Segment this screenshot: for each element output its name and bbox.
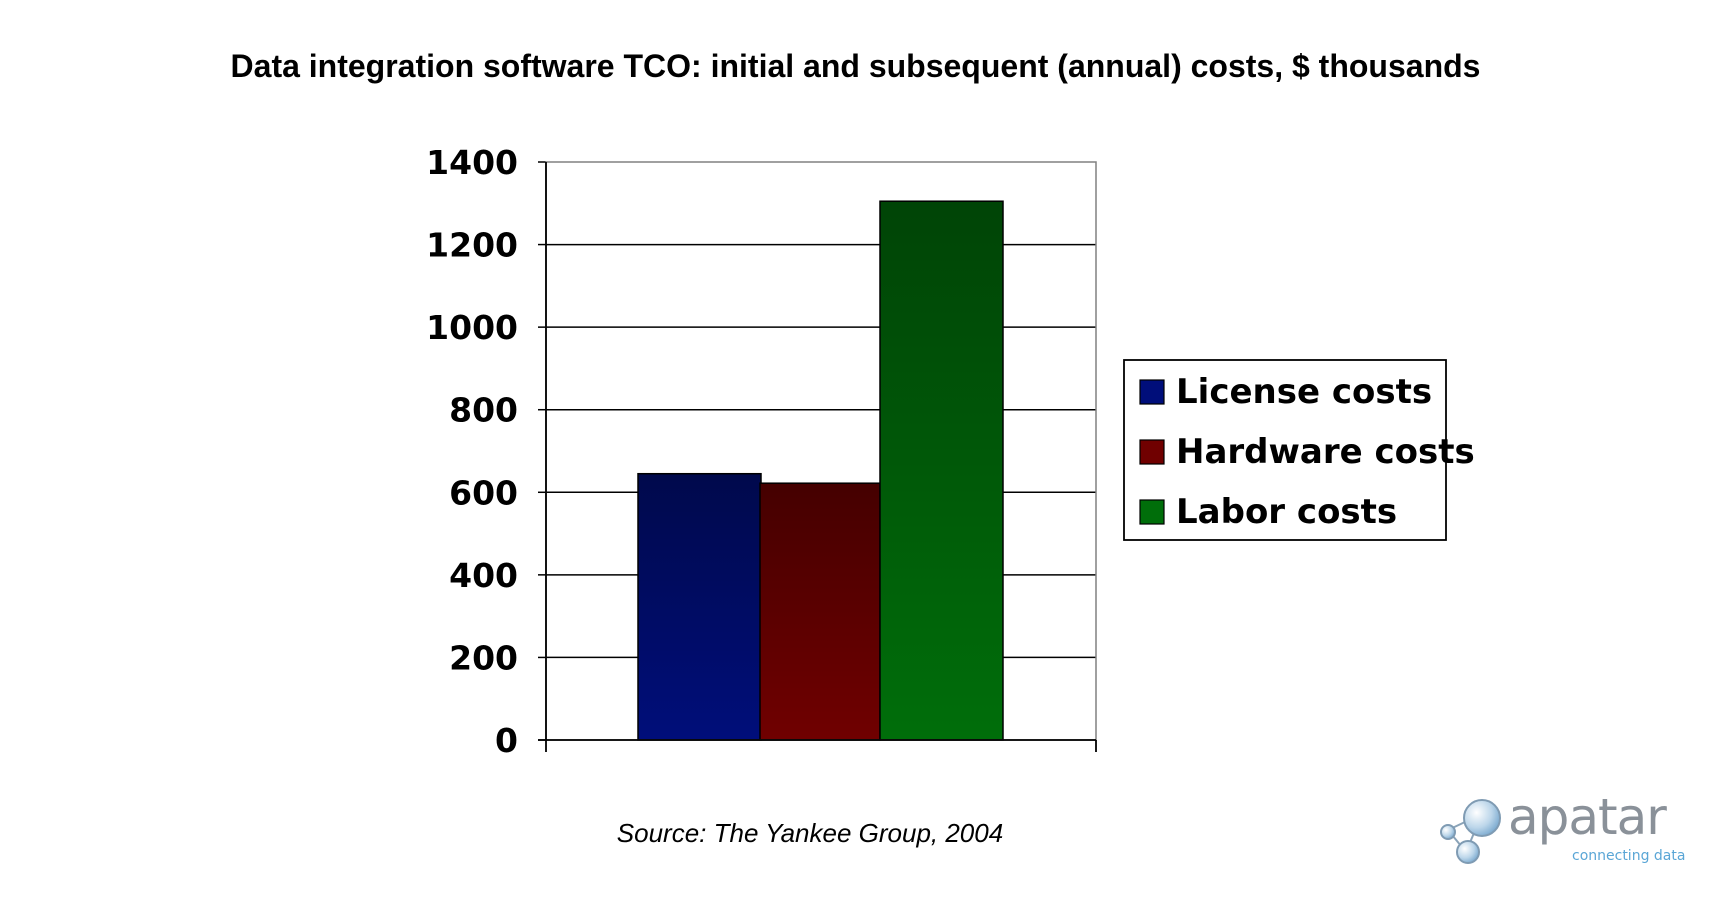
bar-labor-costs xyxy=(879,200,1004,741)
legend-label: Labor costs xyxy=(1176,492,1397,532)
y-tick-label: 1200 xyxy=(426,226,518,265)
y-tick-label: 1000 xyxy=(426,308,518,347)
apatar-logo: apatar connecting data xyxy=(1436,788,1696,874)
logo-tagline: connecting data xyxy=(1572,848,1686,864)
legend-swatch xyxy=(1139,499,1165,525)
logo-word: apatar xyxy=(1508,788,1667,846)
legend-swatch xyxy=(1139,379,1165,405)
y-tick-label: 1400 xyxy=(426,143,518,182)
apatar-logo-icon xyxy=(1440,799,1501,864)
legend-swatch xyxy=(1139,439,1165,465)
chart-title: Data integration software TCO: initial a… xyxy=(230,48,1481,84)
source-note: Source: The Yankee Group, 2004 xyxy=(616,818,1004,848)
y-tick-label: 400 xyxy=(449,556,518,595)
y-tick-label: 800 xyxy=(449,391,518,430)
bar-hardware-costs xyxy=(759,482,881,741)
y-tick-label: 0 xyxy=(495,721,518,760)
legend-box xyxy=(1123,359,1447,541)
y-tick-label: 200 xyxy=(449,638,518,677)
y-tick-label: 600 xyxy=(449,473,518,512)
legend-label: Hardware costs xyxy=(1176,432,1475,472)
legend-label: License costs xyxy=(1176,372,1432,412)
bar-license-costs xyxy=(637,472,762,741)
